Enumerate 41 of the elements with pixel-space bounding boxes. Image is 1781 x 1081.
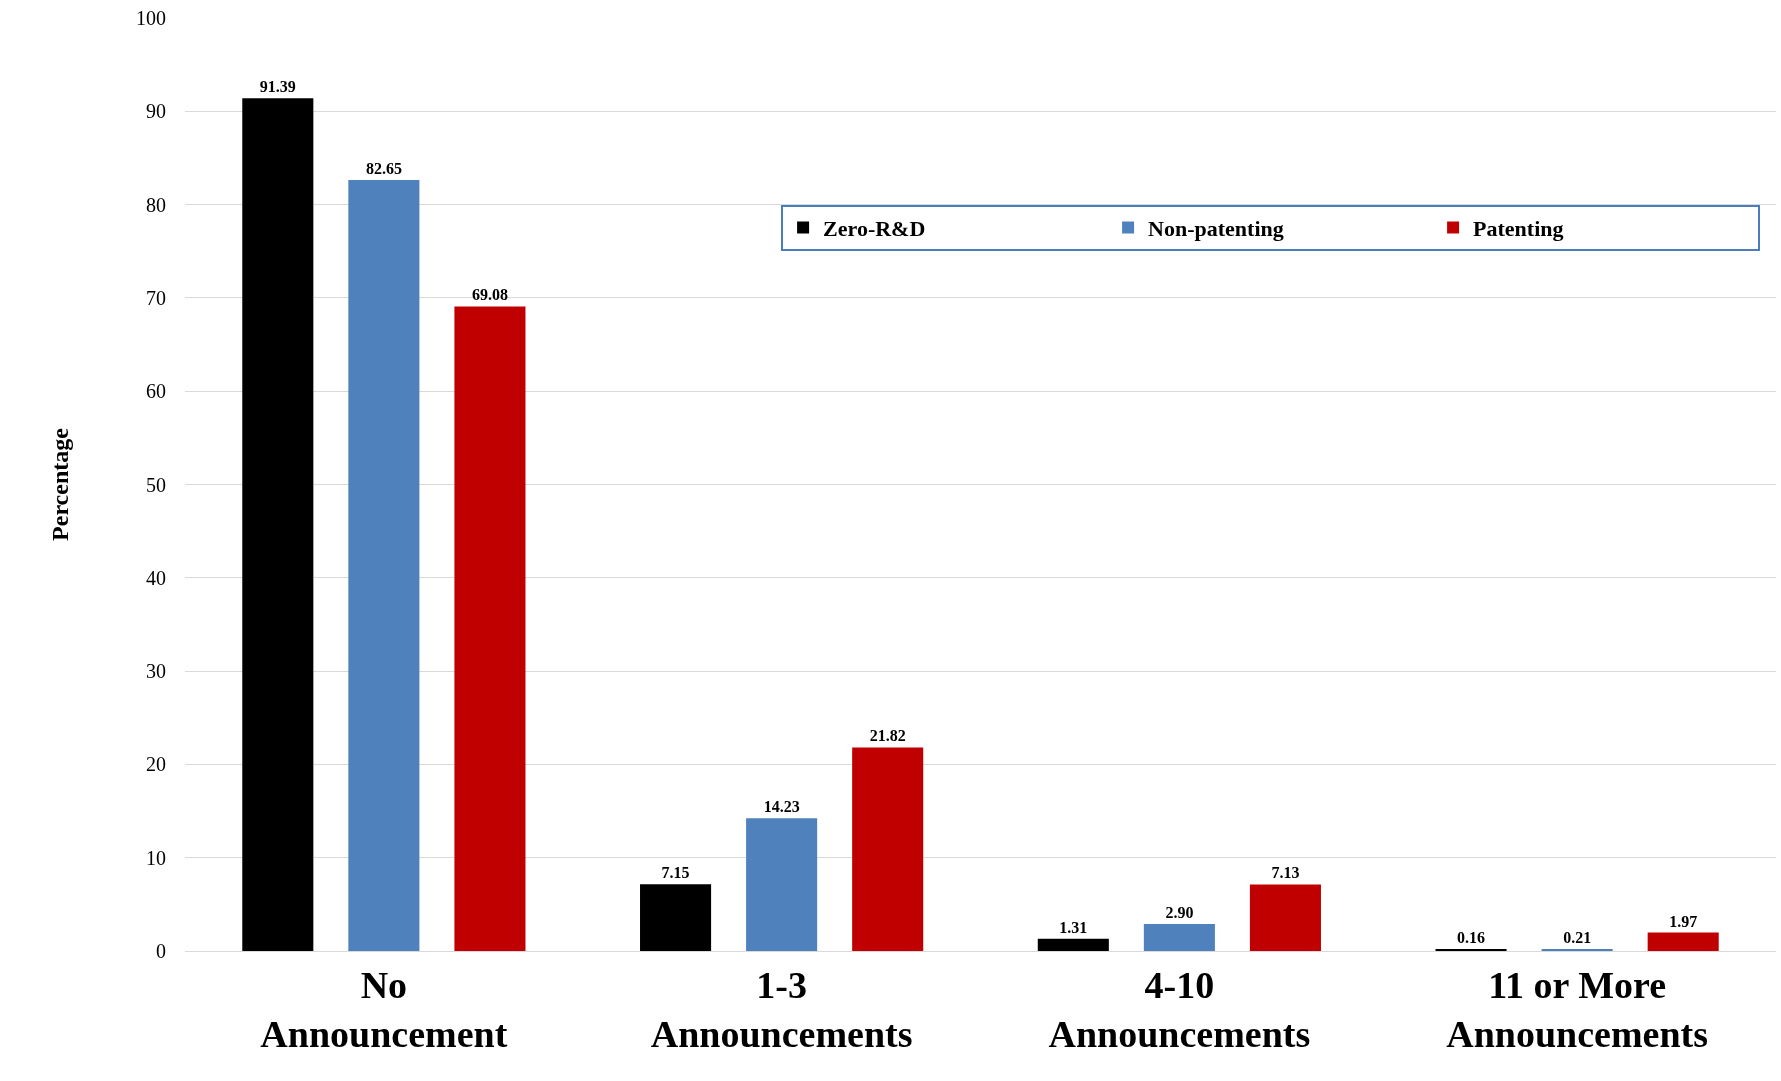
text: 2.90	[1165, 903, 1194, 921]
y-tick-label: 50	[146, 473, 166, 496]
text: 0.16	[1457, 929, 1486, 946]
bar	[1143, 923, 1215, 951]
bar	[242, 98, 314, 951]
bar	[454, 306, 526, 951]
x-tick-label: 4-10 Announcements	[1048, 963, 1311, 1055]
bar	[640, 884, 712, 951]
y-tick-label: 90	[146, 100, 166, 123]
y-tick-label: 40	[146, 566, 166, 589]
bar	[1647, 932, 1719, 951]
y-tick-label: 60	[146, 380, 166, 403]
bar	[348, 179, 420, 951]
bar	[1037, 938, 1109, 951]
bar	[746, 818, 818, 951]
y-tick-label: 0	[156, 940, 166, 962]
y-tick-label: 100	[136, 7, 166, 29]
y-tick-label: 20	[146, 753, 166, 776]
text: 7.13	[1271, 864, 1300, 882]
text: 1.31	[1059, 918, 1088, 936]
y-tick-label: 70	[146, 286, 166, 309]
x-tick-label: 11 or More Announcements	[1446, 963, 1709, 1055]
bar	[1249, 884, 1321, 951]
x-tick-label: 1-3 Announcements	[650, 963, 913, 1055]
y-tick-label: 10	[146, 846, 166, 869]
y-tick-label: 30	[146, 660, 166, 683]
text: 0.21	[1563, 929, 1592, 946]
text: 7.15	[661, 864, 690, 882]
text: 21.82	[869, 727, 906, 745]
text: 14.23	[763, 798, 800, 816]
x-tick-label: No Announcement	[260, 963, 508, 1055]
y-tick-label: 80	[146, 193, 166, 216]
y-axis-title: Percentage	[47, 427, 74, 541]
legend-label: Patenting	[1473, 215, 1564, 241]
text: 91.39	[259, 78, 296, 96]
bar	[852, 747, 924, 951]
text: 82.65	[365, 159, 402, 177]
legend-label: Zero-R&D	[823, 215, 926, 241]
text: 1.97	[1669, 912, 1698, 930]
legend-label: Non-patenting	[1148, 215, 1284, 241]
text: 69.08	[471, 286, 508, 304]
